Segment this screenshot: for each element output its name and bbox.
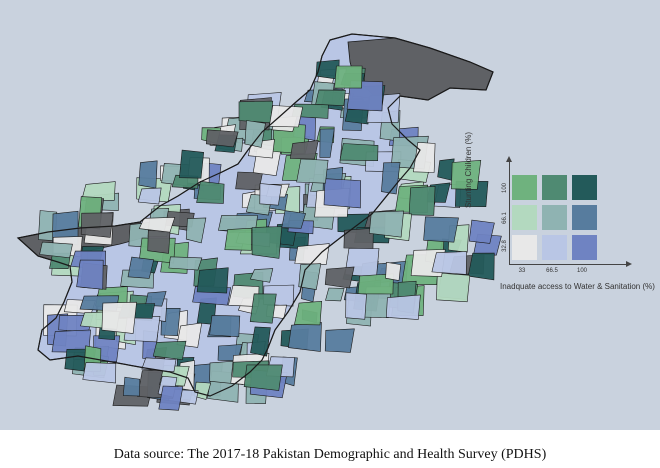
district: [122, 376, 141, 397]
district: [423, 216, 459, 243]
district: [196, 267, 229, 294]
district: [323, 178, 362, 209]
legend-cell: [542, 175, 567, 200]
district: [152, 340, 187, 361]
district: [294, 243, 330, 265]
district: [243, 364, 283, 391]
district: [80, 212, 114, 238]
district: [385, 261, 402, 281]
district: [158, 385, 184, 411]
district: [81, 181, 116, 201]
legend-y-arrow-icon: [506, 156, 512, 162]
district: [381, 162, 401, 195]
legend-x-tick-high: 100: [576, 268, 587, 274]
district: [468, 219, 495, 244]
district: [289, 140, 319, 160]
district: [298, 263, 322, 290]
district: [138, 216, 176, 233]
district: [339, 143, 379, 162]
district: [413, 141, 436, 173]
district: [334, 65, 363, 89]
district: [244, 120, 266, 148]
district: [238, 100, 274, 124]
district: [467, 252, 495, 281]
data-source-caption: Data source: The 2017-18 Pakistan Demogr…: [113, 447, 547, 462]
legend-cell: [512, 175, 537, 200]
district: [179, 149, 205, 179]
district: [319, 128, 335, 158]
legend-y-tick-high: 100: [502, 183, 508, 194]
map-panel: Stunting Children (%) 32.8 66.1 100 33 6…: [0, 0, 660, 430]
country-border: [16, 33, 494, 397]
legend-x-label: Inadquate access to Water & Sanitation (…: [500, 282, 655, 291]
legend-x-axis: [509, 264, 627, 265]
district: [259, 183, 282, 206]
legend-y-label: Stunting Children (%): [464, 131, 473, 209]
district: [325, 287, 345, 302]
legend-cell: [572, 175, 597, 200]
district: [281, 210, 306, 229]
legend-cell: [572, 205, 597, 230]
district: [209, 314, 241, 338]
legend-cell: [572, 235, 597, 260]
district: [39, 241, 73, 259]
district: [145, 291, 167, 307]
legend-cell: [512, 205, 537, 230]
district: [385, 294, 421, 320]
district: [251, 226, 283, 259]
district: [451, 159, 482, 190]
district: [345, 292, 367, 320]
legend-y-tick-low: 32.8: [502, 240, 508, 252]
district: [296, 158, 329, 184]
bivariate-legend: Stunting Children (%) 32.8 66.1 100 33 6…: [464, 132, 655, 295]
legend-cell: [542, 235, 567, 260]
district: [288, 322, 322, 352]
district: [268, 105, 304, 128]
district: [324, 266, 355, 289]
district: [431, 251, 467, 275]
district: [436, 272, 471, 303]
district: [324, 328, 355, 353]
legend-y-tick-mid: 66.1: [502, 212, 508, 224]
legend-y-axis: [509, 160, 510, 264]
district: [138, 160, 158, 189]
district: [249, 268, 274, 283]
legend-x-arrow-icon: [626, 261, 632, 267]
pakistan-bivariate-map: [16, 33, 502, 411]
legend-x-tick-low: 33: [518, 268, 526, 274]
legend-cell: [542, 205, 567, 230]
district: [408, 185, 436, 216]
district: [357, 273, 394, 295]
legend-x-tick-mid: 66.5: [546, 268, 558, 274]
district: [235, 171, 263, 191]
district: [294, 300, 323, 326]
district: [224, 227, 252, 251]
district: [185, 217, 207, 244]
district: [250, 326, 271, 357]
district: [249, 293, 277, 324]
district: [101, 301, 137, 334]
district: [168, 256, 203, 271]
district: [315, 89, 346, 107]
district: [343, 227, 374, 249]
district: [76, 259, 104, 290]
legend-cell: [512, 235, 537, 260]
district: [82, 362, 117, 384]
district: [196, 180, 225, 204]
district: [137, 187, 162, 205]
district: [368, 210, 404, 238]
district: [147, 229, 171, 254]
district: [205, 129, 239, 148]
district: [127, 256, 155, 279]
